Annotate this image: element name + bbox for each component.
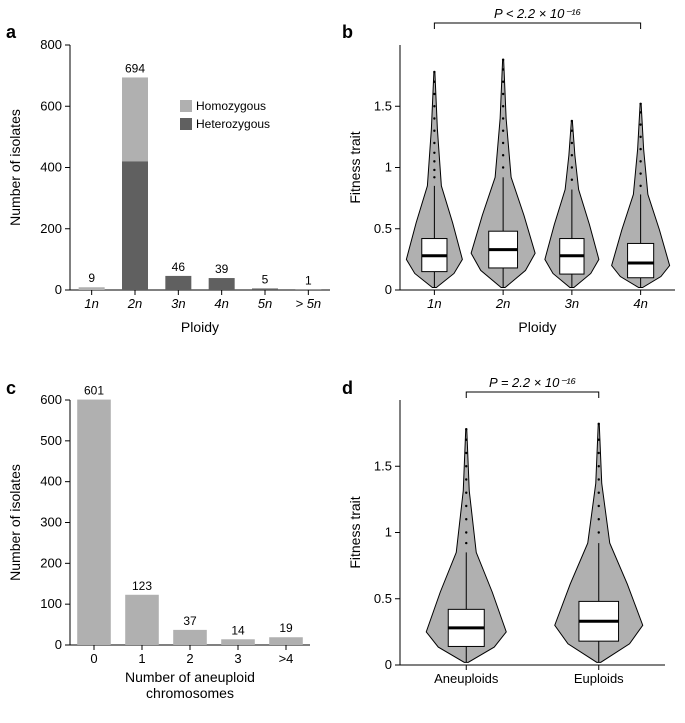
svg-text:> 5n: > 5n <box>295 296 321 311</box>
svg-text:800: 800 <box>40 37 62 52</box>
svg-text:Number of aneuploid: Number of aneuploid <box>125 669 255 685</box>
svg-text:P = 2.2 × 10⁻¹⁶: P = 2.2 × 10⁻¹⁶ <box>489 375 577 390</box>
panel-d-chart: 0 0.5 1 1.5 Aneuploids Euploids Fitness trait P… <box>340 370 685 720</box>
svg-text:Fitness trait: Fitness trait <box>347 496 363 568</box>
svg-text:400: 400 <box>40 474 62 489</box>
svg-text:Heterozygous: Heterozygous <box>196 117 270 131</box>
svg-text:0: 0 <box>55 637 62 652</box>
panel-d-label: d <box>342 378 353 399</box>
svg-text:0: 0 <box>385 282 392 297</box>
panel-c-chart: 0 100 200 300 400 500 600 601 0 123 1 37 2 14 3 19 >4 Num… <box>0 370 340 720</box>
svg-text:chromosomes: chromosomes <box>146 685 234 701</box>
panel-b-chart: 0 0.5 1 1.5 1n 2n 3n 4n Ploidy Fitness trait P < 2… <box>340 0 685 350</box>
svg-text:2n: 2n <box>495 296 510 311</box>
svg-text:Aneuploids: Aneuploids <box>434 671 499 686</box>
panel-c-label: c <box>6 378 16 399</box>
panel-b-label: b <box>342 22 353 43</box>
svg-text:37: 37 <box>183 614 197 628</box>
svg-text:601: 601 <box>84 384 104 398</box>
svg-text:Fitness trait: Fitness trait <box>347 131 363 203</box>
svg-text:4n: 4n <box>633 296 647 311</box>
svg-text:0: 0 <box>55 282 62 297</box>
svg-text:P < 2.2 × 10⁻¹⁶: P < 2.2 × 10⁻¹⁶ <box>494 6 582 21</box>
svg-text:300: 300 <box>40 515 62 530</box>
svg-text:46: 46 <box>172 260 186 274</box>
svg-text:Euploids: Euploids <box>574 671 624 686</box>
svg-text:400: 400 <box>40 160 62 175</box>
svg-text:600: 600 <box>40 98 62 113</box>
svg-text:1n: 1n <box>84 296 98 311</box>
svg-text:0: 0 <box>90 651 97 666</box>
svg-text:>4: >4 <box>279 651 294 666</box>
svg-text:Number of isolates: Number of isolates <box>7 464 23 581</box>
svg-text:600: 600 <box>40 392 62 407</box>
svg-text:5: 5 <box>262 272 269 286</box>
svg-text:500: 500 <box>40 433 62 448</box>
svg-text:3n: 3n <box>171 296 185 311</box>
svg-text:1: 1 <box>138 651 145 666</box>
svg-text:694: 694 <box>125 61 145 75</box>
svg-text:100: 100 <box>40 596 62 611</box>
svg-text:1n: 1n <box>427 296 441 311</box>
svg-text:5n: 5n <box>258 296 272 311</box>
svg-text:19: 19 <box>279 621 293 635</box>
svg-text:2n: 2n <box>127 296 142 311</box>
svg-text:0.5: 0.5 <box>374 221 392 236</box>
svg-text:3n: 3n <box>565 296 579 311</box>
svg-text:1: 1 <box>385 525 392 540</box>
svg-text:2: 2 <box>186 651 193 666</box>
svg-text:200: 200 <box>40 555 62 570</box>
svg-text:0: 0 <box>385 657 392 672</box>
svg-text:1: 1 <box>305 274 312 288</box>
svg-text:Number of isolates: Number of isolates <box>7 109 23 226</box>
svg-text:4n: 4n <box>214 296 228 311</box>
svg-text:39: 39 <box>215 262 229 276</box>
svg-text:14: 14 <box>231 623 245 637</box>
panel-a-chart: 0 200 400 600 800 9 1n 694 2n 46 3n 39 4n 5 5n 1 > 5n Plo… <box>0 0 340 350</box>
svg-text:Homozygous: Homozygous <box>196 99 266 113</box>
svg-text:9: 9 <box>88 271 95 285</box>
svg-text:1: 1 <box>385 160 392 175</box>
svg-text:200: 200 <box>40 221 62 236</box>
svg-text:1.5: 1.5 <box>374 458 392 473</box>
svg-text:0.5: 0.5 <box>374 591 392 606</box>
svg-text:123: 123 <box>132 579 152 593</box>
svg-text:1.5: 1.5 <box>374 98 392 113</box>
svg-text:3: 3 <box>234 651 241 666</box>
panel-a-label: a <box>6 22 16 43</box>
svg-text:Ploidy: Ploidy <box>518 319 556 335</box>
svg-text:Ploidy: Ploidy <box>181 319 219 335</box>
